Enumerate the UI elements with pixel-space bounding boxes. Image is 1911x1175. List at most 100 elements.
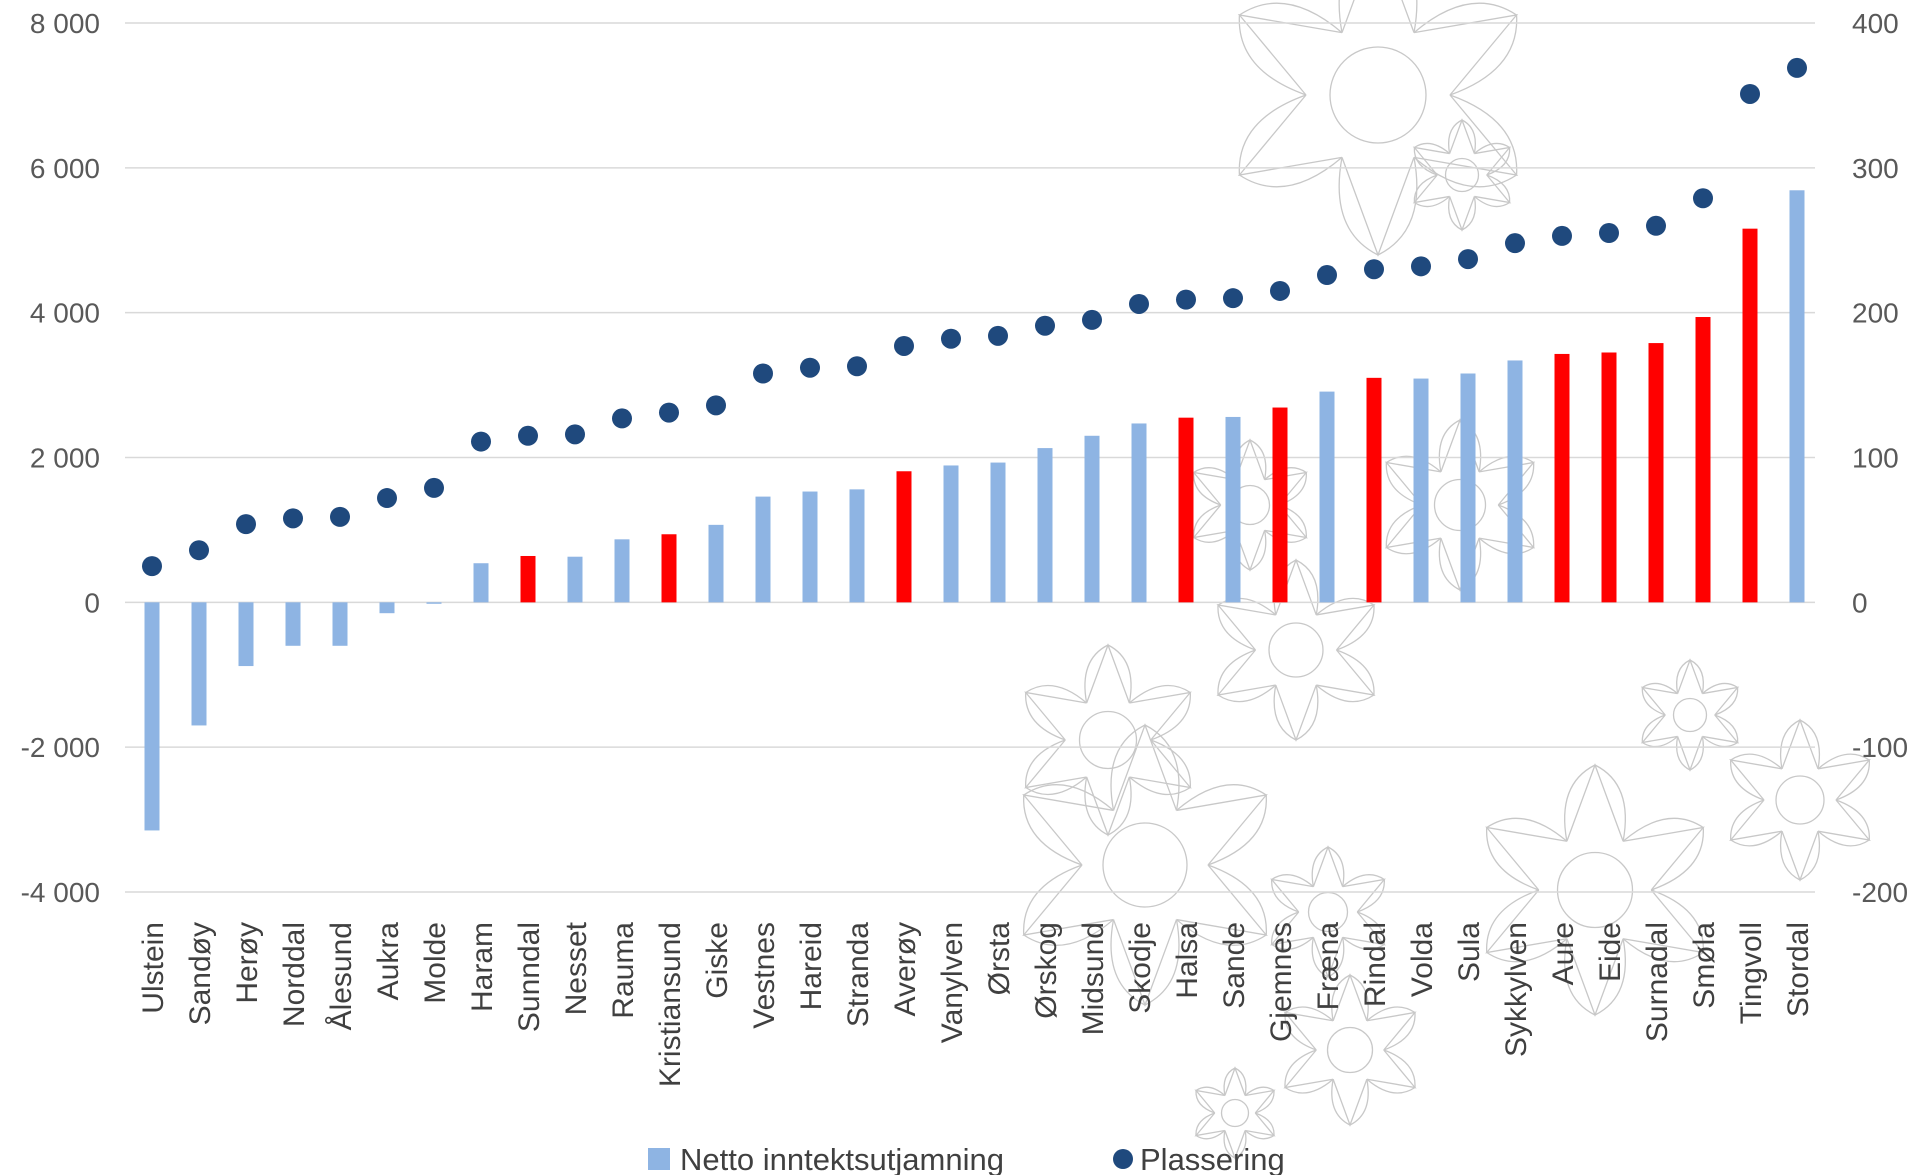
right-tick-label: -200: [1852, 877, 1908, 908]
flower-petal-outline: [1193, 467, 1236, 506]
category-label: Sunndal: [513, 922, 546, 1032]
bar-stordal: [1789, 190, 1805, 603]
flower-petal-outline: [1331, 974, 1369, 1021]
point-molde: [424, 477, 444, 498]
flower-motif-2: [1216, 558, 1376, 742]
point-ålesund: [330, 506, 350, 527]
point-nesset: [565, 424, 585, 445]
flower-petal: [1176, 794, 1268, 866]
flower-petal: [1316, 649, 1376, 696]
point-giske: [706, 395, 726, 416]
flower-petal: [1129, 691, 1192, 741]
category-label: Hareid: [795, 922, 828, 1010]
point-midsund: [1082, 309, 1102, 330]
flower-petal: [1781, 718, 1819, 770]
flower-center: [1329, 46, 1427, 144]
point-halsa: [1176, 289, 1196, 310]
legend-point-label: Plassering: [1140, 1142, 1285, 1175]
flower-petal: [1817, 799, 1871, 841]
flower-petal-outline: [1244, 1086, 1275, 1114]
right-axis: -200 -100 0 100 200 300 400: [1852, 8, 1908, 908]
left-tick-label: 2 000: [30, 443, 100, 474]
flower-motif-1: [1412, 118, 1512, 232]
category-label: Ørsta: [983, 922, 1016, 996]
category-label: Fræna: [1312, 922, 1345, 1011]
flower-petal-outline: [1271, 874, 1314, 913]
flower-petal: [1342, 878, 1386, 913]
flower-petal-outline: [1701, 682, 1739, 716]
bar-smøla: [1695, 317, 1711, 603]
flower-petal-outline: [1413, 142, 1451, 176]
flower-petal: [1412, 174, 1450, 204]
point-vestnes: [753, 363, 773, 384]
point-averøy: [894, 335, 914, 356]
point-gjemnes: [1270, 280, 1290, 301]
point-tingvoll: [1740, 83, 1760, 104]
flower-petal-outline: [1217, 649, 1277, 703]
flower-petal: [1237, 14, 1343, 96]
bar-giske: [708, 524, 724, 603]
point-hareid: [800, 357, 820, 378]
flower-petal-outline: [1622, 889, 1704, 963]
bar-stranda: [849, 489, 865, 603]
bar-aure: [1554, 353, 1570, 603]
category-label: Surnadal: [1641, 922, 1674, 1042]
category-label: Vanylven: [936, 922, 969, 1043]
point-stordal: [1787, 57, 1807, 78]
flower-petal: [1729, 759, 1783, 801]
flower-petal: [1341, 0, 1415, 33]
flower-motif-10: [1485, 763, 1705, 1017]
flower-petal: [1312, 845, 1344, 887]
category-label: Ålesund: [325, 922, 358, 1030]
flower-petal: [1216, 649, 1276, 696]
flower-motif-0: [1237, 0, 1519, 257]
flower-petal: [1413, 14, 1519, 96]
category-label: Averøy: [889, 922, 922, 1016]
flower-petal-outline: [1564, 764, 1626, 842]
bar-rindal: [1366, 377, 1382, 603]
bar-norddal: [285, 602, 301, 646]
flower-center: [1326, 1026, 1374, 1074]
point-stranda: [847, 356, 867, 377]
legend-bar-swatch: [648, 1148, 670, 1170]
flower-petal-outline: [1413, 94, 1518, 188]
flower-petal: [1341, 157, 1415, 257]
flower-petal-outline: [1284, 1049, 1334, 1094]
point-aure: [1552, 225, 1572, 246]
point-ørsta: [988, 325, 1008, 346]
point-haram: [471, 431, 491, 452]
point-eide: [1599, 223, 1619, 244]
bar-averøy: [896, 471, 912, 603]
flower-petal: [1024, 691, 1087, 741]
category-label: Kristiansund: [654, 922, 687, 1087]
flower-petal-outline: [1195, 1112, 1226, 1140]
point-smøla: [1693, 188, 1713, 209]
flower-petal-outline: [1564, 938, 1626, 1016]
flower-petal-outline: [1223, 1130, 1247, 1159]
point-series: [142, 57, 1807, 577]
flower-petal: [1237, 94, 1343, 176]
flower-petal-outline: [1315, 649, 1375, 703]
category-label: Nesset: [560, 921, 593, 1015]
category-label: Stranda: [842, 922, 875, 1027]
flower-motif-7: [1640, 658, 1740, 772]
point-kristiansund: [659, 402, 679, 423]
left-tick-label: 8 000: [30, 8, 100, 39]
left-tick-label: 6 000: [30, 153, 100, 184]
flower-petal-outline: [1023, 784, 1114, 866]
bar-tingvoll: [1742, 228, 1758, 603]
flower-petal-outline: [1438, 419, 1482, 472]
category-label: Molde: [419, 922, 452, 1004]
gridlines: [125, 22, 1815, 893]
right-tick-label: 400: [1852, 8, 1899, 39]
bar-herøy: [238, 602, 254, 667]
category-label: Haram: [466, 922, 499, 1012]
flower-center: [1556, 851, 1634, 929]
flower-petal: [1729, 799, 1783, 841]
category-label: Rindal: [1359, 922, 1392, 1007]
bar-volda: [1413, 378, 1429, 603]
flower-petal-outline: [1641, 714, 1679, 748]
flower-petal-outline: [1779, 719, 1821, 769]
flower-petal-outline: [1342, 911, 1385, 950]
flower-motif-4: [1192, 438, 1308, 572]
